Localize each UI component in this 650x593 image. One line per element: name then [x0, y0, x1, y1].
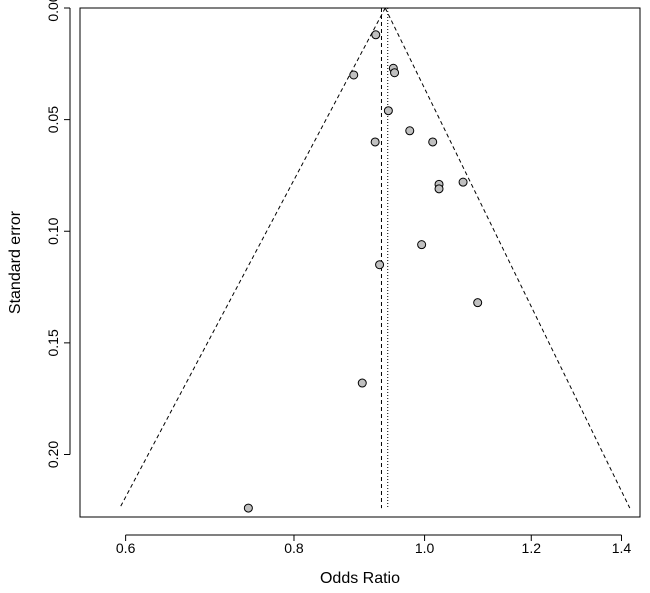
y-tick-label: 0.20 — [45, 441, 61, 468]
data-point-5 — [383, 106, 393, 116]
y-tick-label: 0.15 — [45, 329, 61, 356]
x-tick-label: 0.8 — [284, 540, 304, 556]
data-point-11 — [458, 177, 468, 187]
data-point-7 — [370, 137, 380, 147]
y-axis-label: Standard error — [7, 210, 24, 314]
data-point-1 — [371, 30, 381, 40]
data-point-16 — [243, 503, 253, 513]
data-point-10 — [434, 184, 444, 194]
y-tick-label: 0.00 — [45, 0, 61, 22]
data-point-6 — [405, 126, 415, 136]
y-tick-label: 0.05 — [45, 106, 61, 133]
data-point-15 — [357, 378, 367, 388]
data-point-13 — [375, 260, 385, 270]
x-tick-label: 0.6 — [116, 540, 136, 556]
x-tick-label: 1.0 — [415, 540, 435, 556]
x-tick-label: 1.2 — [522, 540, 542, 556]
data-point-14 — [473, 298, 483, 308]
data-point-8 — [428, 137, 438, 147]
y-tick-label: 0.10 — [45, 217, 61, 244]
plot-frame — [79, 7, 641, 518]
funnel-left-boundary — [119, 7, 386, 509]
x-tick-label: 1.4 — [612, 540, 632, 556]
funnel-right-boundary — [384, 7, 631, 509]
data-point-12 — [417, 240, 427, 250]
data-point-2 — [349, 70, 359, 80]
x-axis-label: Odds Ratio — [320, 570, 400, 587]
data-point-4 — [390, 68, 400, 78]
